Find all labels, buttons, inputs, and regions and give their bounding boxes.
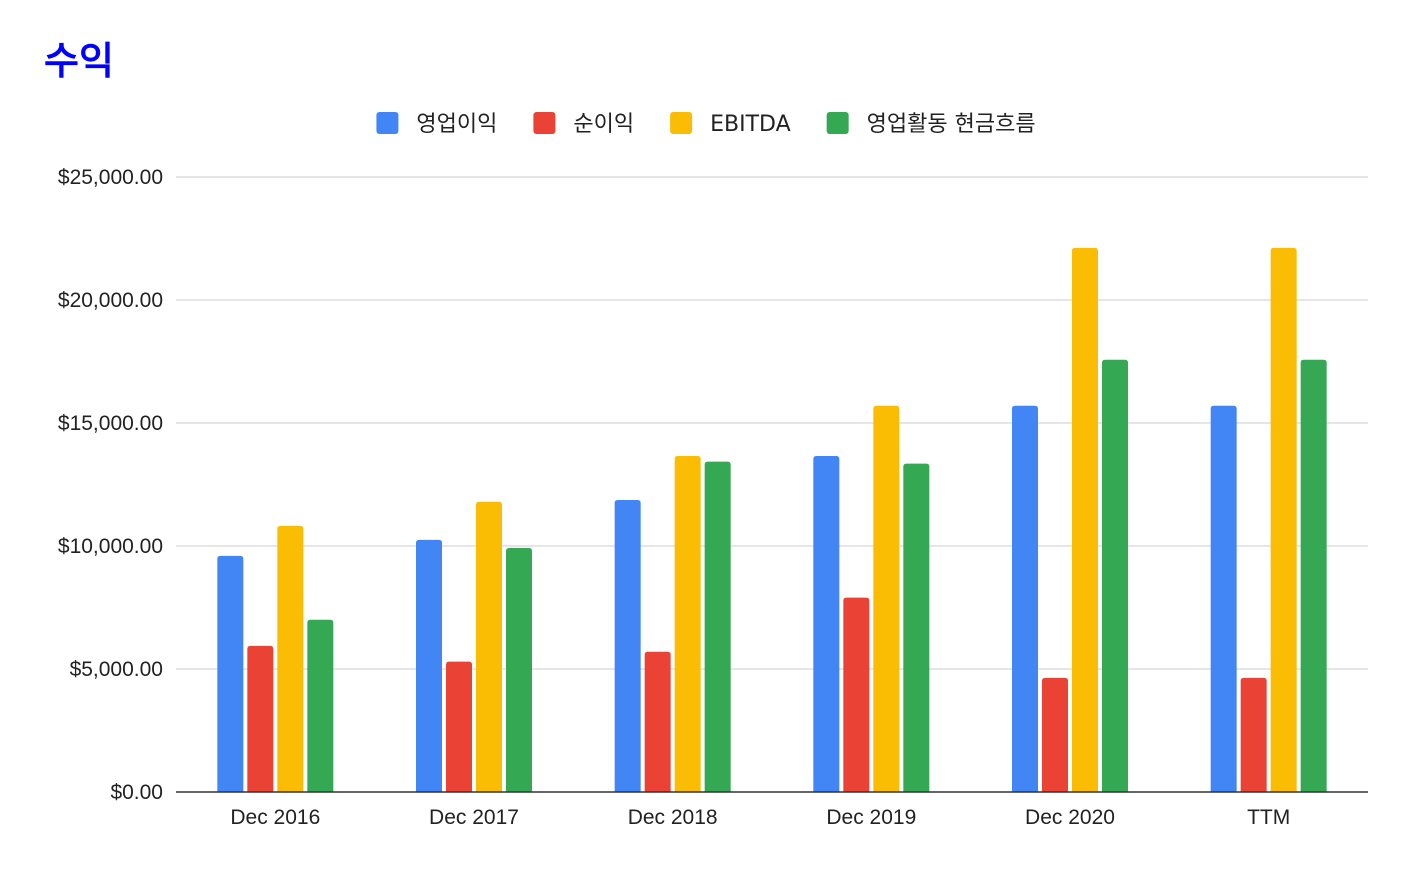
bar [217,555,244,792]
y-tick-label: $5,000.00 [70,658,163,681]
bar [1240,677,1267,792]
bar [644,651,671,792]
y-tick-label: $10,000.00 [58,535,163,558]
legend-swatch [533,112,556,134]
legend-item: 영업활동 현금흐름 [826,112,1036,137]
bar [674,455,701,792]
bar [446,661,472,792]
legend-item: EBITDA [670,112,791,137]
bar [476,501,502,792]
bar [704,461,731,792]
bar [614,499,641,792]
y-tick-label: $0.00 [110,781,163,804]
chart-title: 수익 [44,39,114,83]
x-tick-label: TTM [1247,806,1290,829]
legend-label: 순이익 [573,112,634,137]
bar [1042,677,1068,792]
bar [843,597,870,792]
bar [1072,247,1098,792]
x-tick-label: Dec 2016 [230,806,320,829]
y-tick-label: $20,000.00 [58,289,163,312]
y-tick-label: $15,000.00 [58,412,163,435]
bar [1012,405,1038,792]
bar [1300,359,1327,792]
legend-swatch [670,112,693,134]
bar [247,645,274,792]
bar [506,547,532,792]
x-tick-label: Dec 2018 [628,806,718,829]
y-axis-ticks: $0.00 $5,000.00 $10,000.00 $15,000.00 $20,00… [58,166,163,804]
bar [1270,247,1297,792]
legend-swatch [826,112,849,134]
bar [416,539,442,792]
bar [813,455,840,792]
bar [277,525,304,792]
bar [1210,405,1237,792]
y-tick-label: $25,000.00 [58,166,163,189]
bars [217,247,1327,792]
legend-item: 영업이익 [376,112,497,137]
legend-label: 영업활동 현금흐름 [867,112,1036,137]
bar [307,619,334,792]
x-tick-label: Dec 2019 [826,806,916,829]
legend-label: EBITDA [710,112,791,137]
x-tick-label: Dec 2020 [1025,806,1115,829]
legend-swatch [376,112,399,134]
bar [903,463,930,792]
bar [873,405,900,792]
legend-label: 영업이익 [416,112,497,137]
legend: 영업이익 순이익 EBITDA 영업활동 현금흐름 [376,112,1036,137]
x-axis-ticks: Dec 2016 Dec 2017 Dec 2018 Dec 2019 Dec 2020… [230,806,1290,829]
bar [1102,359,1128,792]
gridlines [176,176,1368,670]
legend-item: 순이익 [533,112,634,137]
x-tick-label: Dec 2017 [429,806,519,829]
